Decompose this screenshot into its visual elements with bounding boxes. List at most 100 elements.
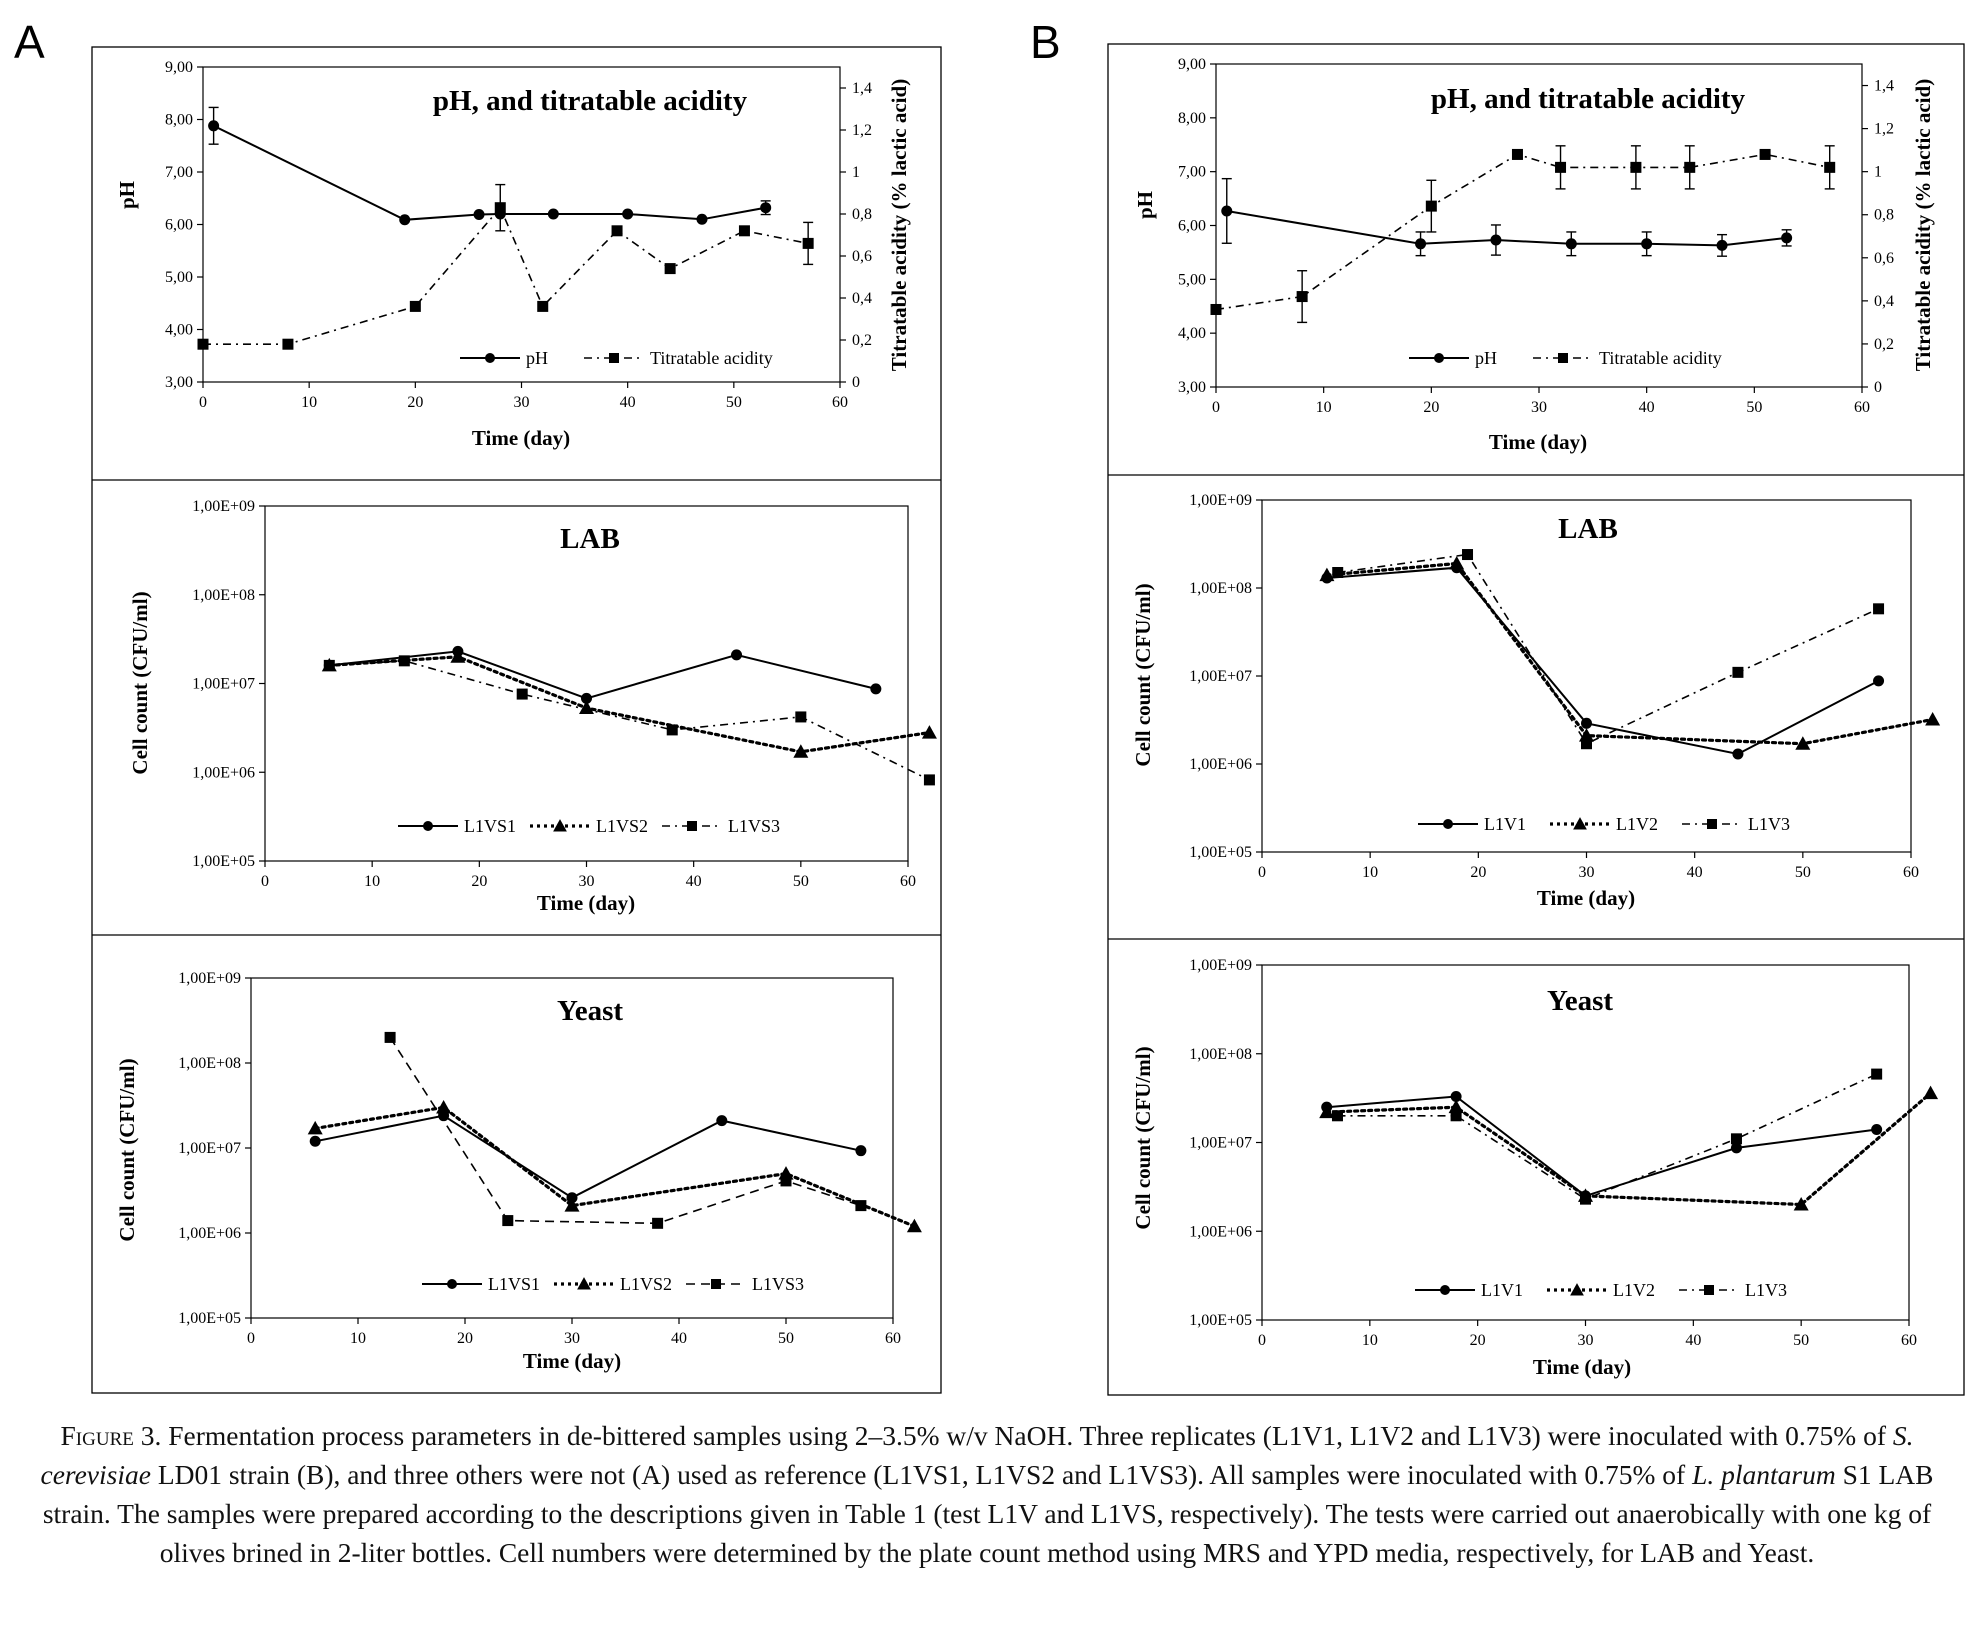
data-point-l1vs3 [666, 724, 678, 736]
data-point-l1v2 [1793, 1197, 1809, 1211]
data-point-titratable-acidity [537, 300, 549, 312]
data-point-l1vs3 [855, 1200, 867, 1212]
y-tick-label: 1,00E+05 [192, 853, 255, 870]
y-tick-label: 1,00E+07 [192, 676, 255, 693]
legend-marker [1440, 1285, 1450, 1295]
y2-tick-label: 1,4 [852, 80, 872, 97]
data-point-l1v2 [1448, 1099, 1464, 1114]
chart-title: pH, and titratable acidity [1431, 83, 1746, 115]
x-tick-label: 60 [885, 1330, 901, 1347]
legend-label: L1VS3 [728, 816, 780, 836]
x-tick-label: 40 [671, 1330, 687, 1347]
y-axis-label: Cell count (CFU/ml) [1131, 583, 1155, 766]
chart-b-ph-titratable-acidity: 0 10 20 30 40 50 603,004,005,006,007,008,009,0… [1133, 56, 1935, 454]
series-line-l1v1 [1326, 566, 1879, 756]
data-point-l1vs2 [793, 744, 809, 758]
series-line-l1vs1 [329, 650, 877, 700]
chart-b-yeast: 0 10 20 30 40 50 60 1,00E+05 1,00E+06 1,00E+07 1,0… [1131, 957, 1939, 1379]
chart-title: LAB [560, 523, 620, 555]
y-axis-label: Cell count (CFU/ml) [1131, 1046, 1155, 1229]
data-point-titratable-acidity [1630, 161, 1642, 173]
y-tick-label: 4,00 [1178, 325, 1206, 342]
y-tick-label: 3,00 [1178, 379, 1206, 396]
data-point-ph [1565, 238, 1577, 250]
y-tick-label: 7,00 [1178, 164, 1206, 181]
series-line-l1vs2 [313, 1105, 917, 1228]
x-tick-label: 50 [726, 394, 742, 411]
y-tick-label: 1,00E+07 [1189, 668, 1252, 685]
series-line-l1vs3 [329, 659, 930, 781]
x-tick-label: 50 [778, 1330, 794, 1347]
data-point-ph [399, 214, 411, 226]
data-point-l1vs3 [780, 1175, 792, 1187]
legend-label: pH [1475, 348, 1497, 368]
data-point-l1vs1 [566, 1192, 578, 1204]
y-tick-label: 1,00E+08 [1189, 1046, 1252, 1063]
data-point-l1v3 [1331, 1110, 1343, 1122]
data-point-l1vs1 [581, 692, 592, 704]
data-point-ph [696, 213, 708, 225]
data-point-titratable-acidity [1684, 161, 1696, 173]
data-point-l1v1 [1730, 1142, 1742, 1154]
data-point-l1v3 [1732, 666, 1744, 678]
data-point-l1vs1 [731, 649, 743, 661]
legend-label: L1V1 [1481, 1280, 1523, 1300]
data-point-l1v3 [1873, 603, 1885, 615]
x-tick-label: 0 [1258, 1332, 1266, 1349]
caption-species-2: L. plantarum [1692, 1459, 1836, 1490]
figure-caption: Figure 3. Fermentation process parameter… [14, 1416, 1960, 1572]
data-point-titratable-acidity [409, 300, 421, 312]
data-point-ph [760, 202, 772, 214]
legend-label: Titratable acidity [650, 348, 773, 368]
x-tick-label: 30 [1531, 399, 1547, 416]
data-point-l1vs3 [323, 659, 335, 671]
data-point-l1v1 [1732, 748, 1744, 760]
y-tick-label: 1,00E+05 [178, 1310, 241, 1327]
legend-label: L1V1 [1484, 814, 1526, 834]
legend-marker [687, 821, 697, 831]
data-point-l1vs3 [384, 1031, 396, 1043]
data-point-ph [473, 209, 485, 221]
data-point-l1v3 [1450, 1110, 1462, 1122]
y-tick-label: 5,00 [1178, 271, 1206, 288]
data-point-l1vs3 [516, 688, 528, 700]
data-point-l1vs1 [716, 1115, 728, 1127]
legend-label: L1VS2 [596, 816, 648, 836]
legend-marker [1434, 353, 1444, 363]
series-line-l1v3 [1337, 1073, 1878, 1200]
x-axis-label: Time (day) [523, 1349, 621, 1373]
series-line-l1v2 [1325, 1091, 1933, 1207]
y-tick-label: 1,00E+09 [1189, 957, 1252, 974]
data-point-ph [1716, 239, 1728, 251]
legend-label: L1VS1 [488, 1274, 540, 1294]
series-line-l1vs2 [327, 655, 932, 754]
y2-axis-label: Titratable acidity (% lactic acid) [887, 79, 911, 371]
x-tick-label: 50 [793, 873, 809, 890]
legend-label: L1VS2 [620, 1274, 672, 1294]
data-point-titratable-acidity [1759, 148, 1771, 160]
data-point-titratable-acidity [1296, 291, 1308, 303]
legend-marker [447, 1279, 457, 1289]
data-point-l1vs3 [652, 1217, 664, 1229]
x-tick-label: 30 [514, 394, 530, 411]
x-tick-label: 60 [1903, 864, 1919, 881]
legend-label: L1V3 [1745, 1280, 1787, 1300]
y2-tick-label: 0,6 [1874, 250, 1894, 267]
x-tick-label: 40 [1687, 864, 1703, 881]
x-tick-label: 0 [247, 1330, 255, 1347]
data-point-l1vs1 [309, 1135, 321, 1147]
y-tick-label: 9,00 [1178, 56, 1206, 73]
panel-letter-a: A [14, 16, 45, 68]
legend-marker [423, 821, 433, 831]
x-axis-label: Time (day) [1537, 886, 1635, 910]
data-point-l1v3 [1332, 567, 1344, 579]
caption-text-1: Fermentation process parameters in de-bi… [168, 1420, 1886, 1451]
y-tick-label: 1,00E+09 [178, 970, 241, 987]
y-tick-label: 5,00 [165, 269, 193, 286]
y2-tick-label: 1,4 [1874, 78, 1894, 95]
series-line-l1vs1 [315, 1114, 862, 1199]
y2-tick-label: 1,2 [852, 122, 872, 139]
data-point-l1v3 [1462, 549, 1474, 561]
x-tick-label: 40 [1685, 1332, 1701, 1349]
y-tick-label: 1,00E+06 [1189, 1223, 1252, 1240]
